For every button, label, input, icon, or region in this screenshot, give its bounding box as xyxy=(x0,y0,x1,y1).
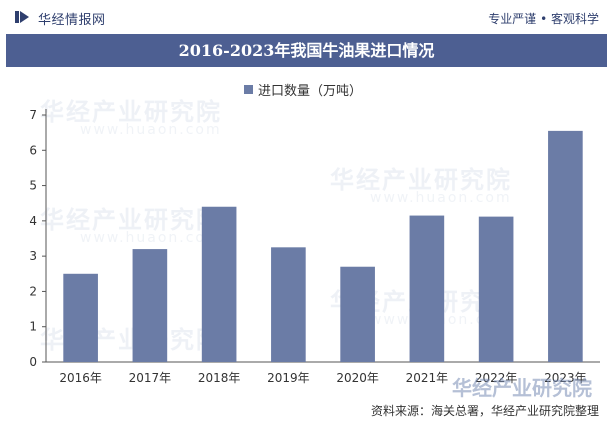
legend-label: 进口数量（万吨） xyxy=(258,84,362,99)
chart-title: 2016-2023年我国牛油果进口情况 xyxy=(6,34,607,67)
slogan: 专业严谨 • 客观科学 xyxy=(488,12,599,26)
x-tick-label: 2019年 xyxy=(267,371,310,385)
y-tick-label: 0 xyxy=(29,355,37,369)
y-tick-label: 2 xyxy=(29,284,37,298)
bar xyxy=(478,216,514,362)
top-bar: 华经情报网 专业严谨 • 客观科学 xyxy=(0,0,613,34)
y-tick-label: 4 xyxy=(29,214,37,228)
x-tick-label: 2016年 xyxy=(59,371,102,385)
brand-logo-icon xyxy=(15,11,29,23)
bar xyxy=(63,273,98,362)
x-tick-label: 2022年 xyxy=(475,371,518,385)
bar xyxy=(548,130,583,362)
bar xyxy=(409,215,445,362)
x-tick-label: 2023年 xyxy=(544,371,587,385)
bar xyxy=(201,206,237,362)
y-tick-label: 3 xyxy=(29,249,37,263)
x-tick-label: 2020年 xyxy=(336,371,379,385)
bar-chart: 进口数量（万吨） 0 1 2 3 4 5 6 7 2016年 2017年 2018年 2019年 2020… xyxy=(29,84,600,385)
y-tick-label: 5 xyxy=(29,179,37,193)
x-tick-label: 2017年 xyxy=(129,371,172,385)
y-tick-label: 6 xyxy=(29,143,37,157)
bar xyxy=(132,249,168,362)
x-tick-label: 2021年 xyxy=(406,371,449,385)
source-note: 资料来源：海关总署，华经产业研究院整理 xyxy=(370,404,599,418)
bar xyxy=(271,247,306,362)
y-tick-label: 1 xyxy=(29,320,37,334)
legend-swatch xyxy=(244,85,253,94)
y-tick-label: 7 xyxy=(29,108,37,122)
x-tick-label: 2018年 xyxy=(198,371,241,385)
brand-name: 华经情报网 xyxy=(38,13,106,28)
bar xyxy=(340,266,375,362)
